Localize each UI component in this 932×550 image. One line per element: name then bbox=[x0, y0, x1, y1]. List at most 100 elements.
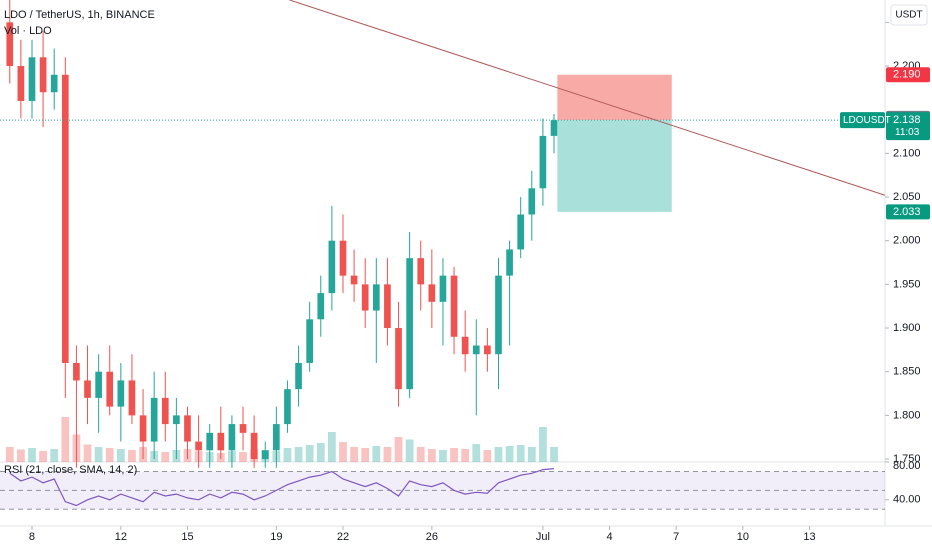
y-tick-label: 1.950 bbox=[893, 278, 921, 290]
y-tick-label: 2.100 bbox=[893, 147, 921, 159]
candle-body bbox=[350, 275, 358, 285]
symbol-label: LDOUSDT bbox=[843, 115, 891, 126]
volume-bar bbox=[350, 447, 358, 462]
volume-bar bbox=[361, 448, 370, 462]
volume-bar bbox=[427, 449, 436, 462]
candle-body bbox=[461, 336, 469, 355]
candle-body bbox=[261, 450, 269, 460]
rsi-label: RSI (21, close, SMA, 14, 2) bbox=[4, 464, 137, 476]
currency-label[interactable]: USDT bbox=[895, 10, 922, 21]
y-tick-label: 1.750 bbox=[893, 453, 921, 465]
volume-bar bbox=[161, 452, 170, 462]
chart-title: LDO / TetherUS, 1h, BINANCE bbox=[4, 9, 155, 21]
volume-bar bbox=[372, 446, 381, 462]
candle-body bbox=[228, 424, 236, 451]
candle-body bbox=[117, 380, 125, 407]
candle-body bbox=[506, 249, 513, 276]
volume-bar bbox=[394, 437, 403, 462]
volume-bar bbox=[294, 447, 303, 462]
x-tick-label: 12 bbox=[115, 531, 127, 543]
price-tag-label: 2.190 bbox=[893, 69, 921, 81]
volume-bar bbox=[494, 447, 503, 462]
candle-body bbox=[150, 397, 158, 442]
candle-body bbox=[239, 424, 247, 433]
volume-bar bbox=[505, 446, 514, 462]
candle-body bbox=[61, 74, 69, 363]
candle-body bbox=[17, 66, 25, 101]
rsi-tick-label: 40.00 bbox=[893, 494, 921, 506]
volume-bar bbox=[550, 447, 558, 462]
volume-bar bbox=[416, 447, 425, 462]
x-tick-label: 13 bbox=[803, 531, 815, 543]
volume-bar bbox=[305, 445, 314, 462]
candle-body bbox=[39, 57, 47, 93]
candle-body bbox=[95, 371, 102, 398]
y-tick-label: 2.000 bbox=[893, 235, 921, 247]
volume-bar bbox=[83, 444, 92, 462]
stop-zone bbox=[557, 74, 672, 121]
candle-body bbox=[417, 258, 425, 285]
rsi-tick-label: 80.00 bbox=[893, 460, 921, 472]
x-tick-label: 22 bbox=[337, 531, 349, 543]
target-zone bbox=[557, 120, 672, 212]
candle-body bbox=[550, 120, 558, 136]
volume-bar bbox=[39, 451, 47, 462]
volume-bar bbox=[516, 445, 525, 462]
volume-bar bbox=[439, 450, 447, 462]
candle-body bbox=[28, 57, 36, 101]
candle-body bbox=[395, 328, 402, 390]
candle-body bbox=[439, 275, 447, 302]
candle-body bbox=[161, 397, 169, 425]
price-tag bbox=[886, 67, 930, 83]
volume-bar bbox=[450, 448, 458, 462]
y-tick-label: 1.800 bbox=[893, 409, 921, 421]
volume-bar bbox=[16, 449, 25, 462]
symbol-tag bbox=[840, 112, 885, 129]
price-tag-label: 2.033 bbox=[893, 206, 921, 218]
candle-body bbox=[384, 284, 391, 329]
candle-body bbox=[173, 415, 180, 425]
volume-bar bbox=[61, 417, 70, 462]
candle-body bbox=[528, 188, 536, 215]
last-price-tag bbox=[886, 112, 930, 141]
candle-body bbox=[361, 284, 369, 311]
candle-body bbox=[139, 415, 147, 442]
x-tick-label: Jul bbox=[536, 531, 550, 543]
candle-body bbox=[450, 275, 458, 337]
x-tick-label: 26 bbox=[426, 531, 438, 543]
volume-bar bbox=[527, 447, 536, 462]
x-tick-label: 4 bbox=[606, 531, 612, 543]
candle-body bbox=[284, 389, 291, 425]
candle-body bbox=[6, 22, 14, 67]
candle-body bbox=[472, 345, 480, 355]
candle-body bbox=[195, 441, 202, 451]
y-tick-label: 1.900 bbox=[893, 322, 921, 334]
candle-body bbox=[184, 415, 191, 442]
candle-body bbox=[250, 432, 258, 460]
currency-button[interactable] bbox=[890, 4, 928, 26]
x-tick-label: 8 bbox=[29, 531, 35, 543]
volume-bar bbox=[483, 450, 492, 462]
volume-bar bbox=[28, 448, 36, 462]
trendline bbox=[289, 0, 886, 196]
volume-bar bbox=[128, 450, 136, 462]
candle-body bbox=[428, 284, 436, 302]
volume-bar bbox=[327, 432, 336, 462]
candle-body bbox=[128, 380, 136, 416]
x-tick-label: 10 bbox=[737, 531, 749, 543]
volume-bar bbox=[105, 448, 114, 462]
candle-body bbox=[517, 214, 525, 250]
volume-bar bbox=[116, 449, 125, 462]
candle-body bbox=[273, 424, 280, 451]
volume-bar bbox=[383, 447, 392, 462]
candle-body bbox=[206, 432, 214, 451]
x-tick-label: 19 bbox=[270, 531, 282, 543]
countdown: 11:03 bbox=[895, 127, 920, 138]
candle-body bbox=[84, 380, 91, 398]
volume-bar bbox=[94, 447, 103, 462]
candle-body bbox=[217, 432, 225, 451]
volume-bar bbox=[339, 442, 347, 462]
volume-bar bbox=[461, 449, 470, 462]
